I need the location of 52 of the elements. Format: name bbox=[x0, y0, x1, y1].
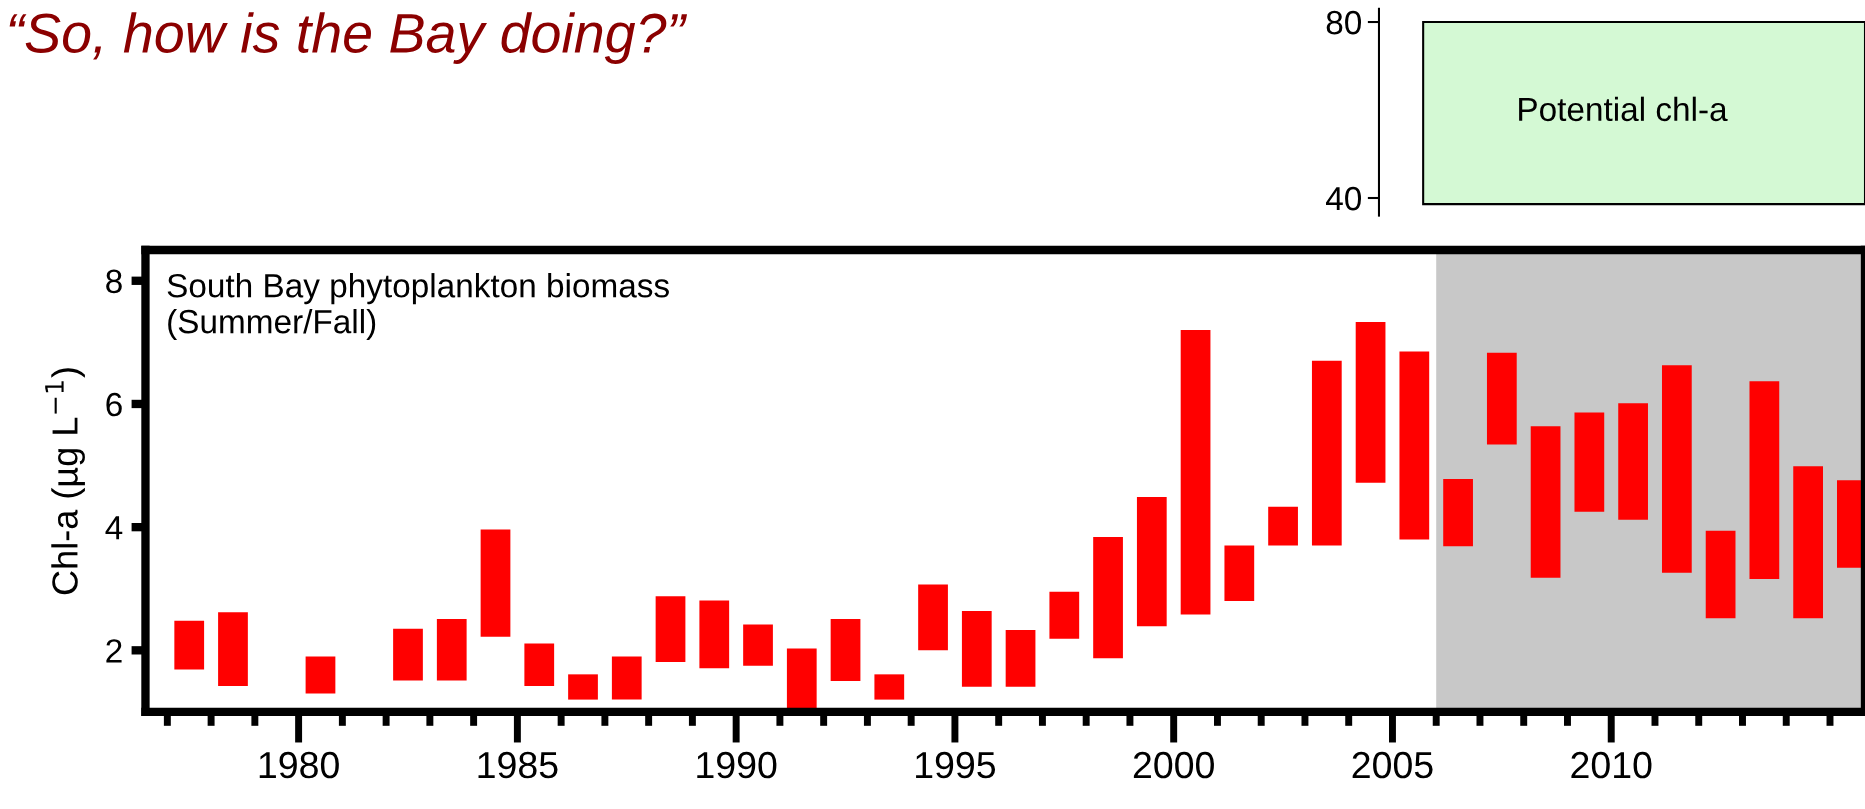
y-tick-label: 40 bbox=[1326, 186, 1362, 211]
bar bbox=[1093, 537, 1123, 659]
x-tick-label: 2005 bbox=[1352, 751, 1433, 779]
bar bbox=[1705, 530, 1736, 619]
bar bbox=[1661, 365, 1692, 573]
x-tick-label: 1990 bbox=[697, 751, 777, 779]
bar bbox=[480, 529, 511, 637]
y-tick-label: 2 bbox=[106, 639, 122, 663]
bar bbox=[874, 674, 905, 700]
y-axis-title: Chl-a (µg L$^{−1}$) bbox=[45, 368, 85, 595]
chart-title: “So, how is the Bay doing?” bbox=[9, 12, 688, 64]
bar bbox=[1574, 412, 1605, 512]
bar bbox=[1180, 330, 1211, 615]
bar bbox=[1530, 426, 1561, 578]
x-tick-label: 2000 bbox=[1133, 751, 1214, 779]
bar bbox=[961, 610, 992, 687]
bar bbox=[743, 624, 773, 666]
bar bbox=[1443, 479, 1473, 547]
y-tick-label: 80 bbox=[1326, 10, 1362, 35]
bar bbox=[218, 612, 248, 687]
bar bbox=[655, 596, 686, 663]
bar bbox=[1005, 630, 1036, 687]
bar bbox=[305, 656, 336, 694]
y-tick-label: 4 bbox=[105, 516, 123, 540]
bar bbox=[1311, 360, 1342, 546]
x-tick-label: 1985 bbox=[478, 751, 558, 779]
bar bbox=[436, 618, 467, 681]
bar bbox=[1268, 506, 1298, 546]
bar bbox=[1793, 466, 1823, 619]
annotation: South Bay phytoplankton biomass (Summer/Fall) bbox=[167, 273, 669, 341]
bar bbox=[1049, 591, 1080, 639]
bar bbox=[174, 620, 205, 670]
bar bbox=[1355, 322, 1386, 483]
y-tick-label: 6 bbox=[106, 392, 122, 417]
x-tick-label: 2010 bbox=[1571, 751, 1652, 779]
bar bbox=[830, 618, 861, 682]
bar bbox=[611, 656, 642, 700]
bar bbox=[524, 643, 555, 687]
x-tick-label: 1995 bbox=[916, 751, 996, 779]
bar bbox=[918, 584, 948, 651]
bar bbox=[1749, 381, 1780, 579]
bar bbox=[1618, 403, 1648, 520]
bar bbox=[393, 628, 423, 681]
bar bbox=[568, 674, 598, 700]
x-tick-label: 1980 bbox=[259, 751, 339, 779]
bar bbox=[1224, 545, 1255, 602]
bar bbox=[699, 600, 730, 669]
y-tick-label: 8 bbox=[106, 269, 122, 294]
bar bbox=[1399, 351, 1430, 540]
bar bbox=[1136, 496, 1167, 627]
bar bbox=[1486, 352, 1517, 445]
annotation: Potential chl-a bbox=[1519, 96, 1728, 122]
